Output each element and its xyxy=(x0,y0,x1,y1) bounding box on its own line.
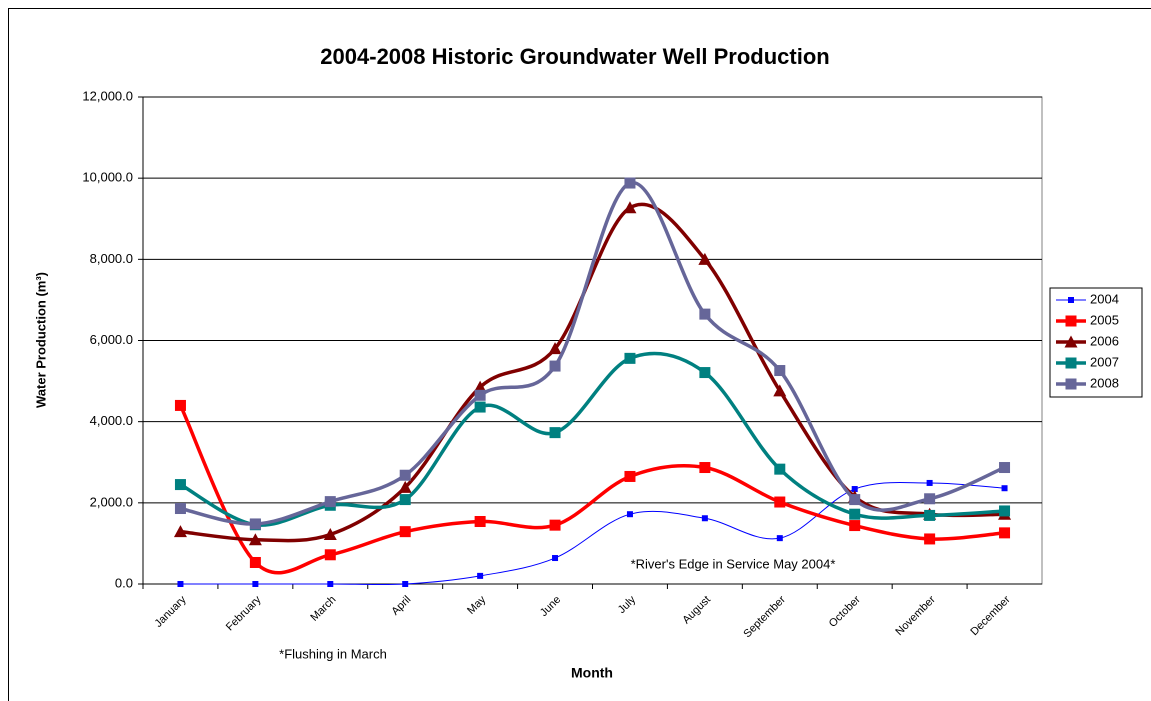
x-tick-label: June xyxy=(538,594,563,619)
y-tick-label: 8,000.0 xyxy=(90,251,133,266)
point xyxy=(774,365,785,376)
point xyxy=(325,496,336,507)
legend-label: 2006 xyxy=(1090,333,1119,348)
point xyxy=(400,526,411,537)
point xyxy=(627,511,633,517)
legend-label: 2004 xyxy=(1090,291,1119,306)
point xyxy=(774,497,785,508)
y-tick-label: 2,000.0 xyxy=(90,494,133,509)
x-tick-label: November xyxy=(893,593,938,638)
point xyxy=(250,557,261,568)
point xyxy=(702,515,708,521)
point xyxy=(924,533,935,544)
chart-title: 2004-2008 Historic Groundwater Well Prod… xyxy=(320,44,829,69)
annotation: *River's Edge in Service May 2004* xyxy=(631,556,836,571)
y-tick-label: 6,000.0 xyxy=(90,332,133,347)
annotation: *Flushing in March xyxy=(279,646,387,661)
chart: 2004-2008 Historic Groundwater Well Prod… xyxy=(0,0,1151,701)
point xyxy=(999,527,1010,538)
point xyxy=(475,402,486,413)
point xyxy=(777,535,783,541)
point xyxy=(175,400,186,411)
series-line xyxy=(180,482,1004,584)
legend-marker xyxy=(1066,379,1077,390)
point xyxy=(552,555,558,561)
x-tick-label: May xyxy=(465,593,489,617)
y-tick-label: 12,000.0 xyxy=(82,88,133,103)
point xyxy=(624,178,635,189)
y-tick-label: 0.0 xyxy=(115,575,133,590)
x-tick-label: December xyxy=(968,593,1013,638)
point xyxy=(177,581,183,587)
x-tick-label: July xyxy=(616,593,639,616)
series-line xyxy=(180,405,1004,572)
y-axis-label: Water Production (m³) xyxy=(33,272,48,408)
point xyxy=(927,480,933,486)
legend-label: 2007 xyxy=(1090,354,1119,369)
point xyxy=(550,361,561,372)
point xyxy=(699,309,710,320)
point xyxy=(699,367,710,378)
y-tick-label: 4,000.0 xyxy=(90,413,133,428)
legend-marker xyxy=(1066,358,1077,369)
point xyxy=(924,510,935,521)
legend-marker xyxy=(1066,316,1077,327)
point xyxy=(402,581,408,587)
x-axis-label: Month xyxy=(571,665,613,681)
x-tick-label: January xyxy=(152,593,189,630)
point xyxy=(924,493,935,504)
point xyxy=(550,520,561,531)
point xyxy=(849,494,860,505)
point xyxy=(624,353,635,364)
point xyxy=(849,520,860,531)
point xyxy=(400,494,411,505)
point xyxy=(250,518,261,529)
point xyxy=(400,470,411,481)
point xyxy=(550,427,561,438)
point xyxy=(252,581,258,587)
series-line xyxy=(180,183,1004,524)
point xyxy=(849,509,860,520)
x-tick-label: April xyxy=(389,594,413,618)
point xyxy=(475,390,486,401)
point xyxy=(999,505,1010,516)
x-tick-label: September xyxy=(741,593,788,640)
x-tick-label: March xyxy=(308,594,338,624)
point xyxy=(327,581,333,587)
point xyxy=(774,464,785,475)
point xyxy=(477,573,483,579)
legend-label: 2005 xyxy=(1090,312,1119,327)
point xyxy=(475,516,486,527)
y-tick-label: 10,000.0 xyxy=(82,170,133,185)
point xyxy=(699,462,710,473)
point xyxy=(999,462,1010,473)
legend-marker xyxy=(1068,297,1074,303)
point xyxy=(175,479,186,490)
point xyxy=(1002,485,1008,491)
legend-label: 2008 xyxy=(1090,375,1119,390)
x-tick-label: February xyxy=(224,593,264,633)
series-line xyxy=(180,204,1004,540)
x-tick-label: October xyxy=(827,593,863,629)
point xyxy=(325,549,336,560)
point xyxy=(175,503,186,514)
x-tick-label: August xyxy=(680,594,713,627)
point xyxy=(624,471,635,482)
